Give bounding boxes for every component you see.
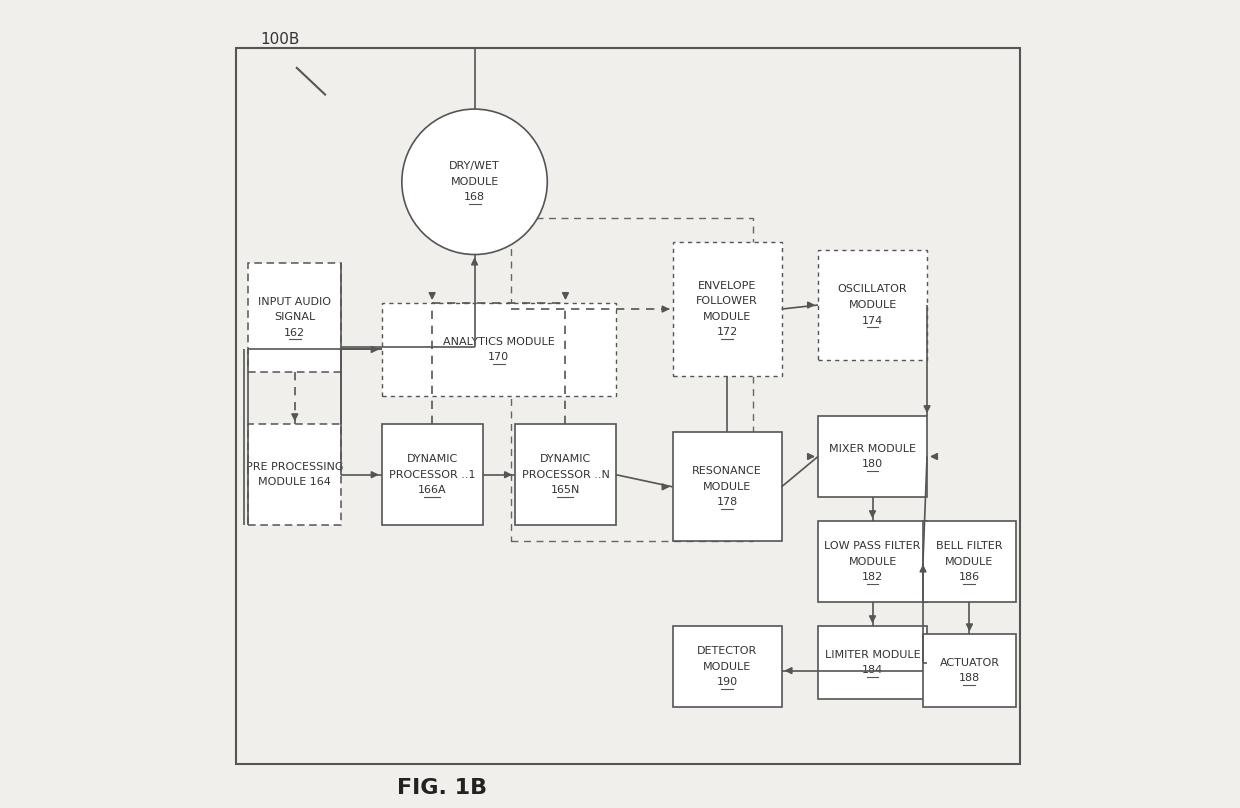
- Text: LOW PASS FILTER: LOW PASS FILTER: [825, 541, 920, 551]
- Circle shape: [402, 109, 547, 255]
- Text: MODULE: MODULE: [703, 662, 751, 671]
- FancyBboxPatch shape: [672, 432, 781, 541]
- Text: 172: 172: [717, 327, 738, 338]
- FancyBboxPatch shape: [923, 521, 1016, 602]
- Text: ANALYTICS MODULE: ANALYTICS MODULE: [443, 337, 554, 347]
- Text: MODULE: MODULE: [945, 557, 993, 566]
- Text: MODULE: MODULE: [703, 482, 751, 492]
- Text: MODULE 164: MODULE 164: [258, 478, 331, 487]
- FancyBboxPatch shape: [515, 424, 616, 525]
- Text: 182: 182: [862, 572, 883, 582]
- Text: 178: 178: [717, 498, 738, 507]
- Text: MODULE: MODULE: [848, 557, 897, 566]
- FancyBboxPatch shape: [672, 242, 781, 376]
- Text: PROCESSOR ..1: PROCESSOR ..1: [389, 469, 475, 480]
- FancyBboxPatch shape: [382, 303, 616, 396]
- FancyBboxPatch shape: [818, 250, 928, 360]
- Text: DYNAMIC: DYNAMIC: [407, 454, 458, 464]
- Text: 162: 162: [284, 328, 305, 338]
- FancyBboxPatch shape: [248, 263, 341, 372]
- Text: BELL FILTER: BELL FILTER: [936, 541, 1003, 551]
- Text: 180: 180: [862, 459, 883, 469]
- Text: DETECTOR: DETECTOR: [697, 646, 758, 656]
- Text: 166A: 166A: [418, 486, 446, 495]
- FancyBboxPatch shape: [382, 424, 482, 525]
- Text: FIG. 1B: FIG. 1B: [397, 778, 487, 797]
- Text: 100B: 100B: [260, 32, 300, 48]
- Text: 174: 174: [862, 316, 883, 326]
- FancyBboxPatch shape: [818, 626, 928, 699]
- Text: FOLLOWER: FOLLOWER: [696, 297, 758, 306]
- Text: 165N: 165N: [551, 486, 580, 495]
- FancyBboxPatch shape: [672, 626, 781, 707]
- Text: MODULE: MODULE: [848, 300, 897, 310]
- Text: DRY/WET: DRY/WET: [449, 162, 500, 171]
- Text: 168: 168: [464, 192, 485, 202]
- Text: 186: 186: [959, 572, 980, 582]
- FancyBboxPatch shape: [923, 634, 1016, 707]
- Text: ACTUATOR: ACTUATOR: [940, 658, 999, 668]
- Text: 190: 190: [717, 677, 738, 687]
- Text: SIGNAL: SIGNAL: [274, 312, 315, 322]
- Text: DYNAMIC: DYNAMIC: [539, 454, 591, 464]
- Text: PROCESSOR ..N: PROCESSOR ..N: [522, 469, 609, 480]
- Text: INPUT AUDIO: INPUT AUDIO: [258, 297, 331, 306]
- Text: 170: 170: [489, 352, 510, 362]
- FancyBboxPatch shape: [248, 424, 341, 525]
- Text: RESONANCE: RESONANCE: [692, 466, 761, 476]
- Text: 188: 188: [959, 673, 980, 684]
- Text: 184: 184: [862, 665, 883, 675]
- Text: PRE PROCESSING: PRE PROCESSING: [246, 462, 343, 472]
- FancyBboxPatch shape: [818, 416, 928, 497]
- Text: ENVELOPE: ENVELOPE: [698, 280, 756, 291]
- FancyBboxPatch shape: [818, 521, 928, 602]
- Text: MIXER MODULE: MIXER MODULE: [830, 444, 916, 454]
- Text: MODULE: MODULE: [703, 312, 751, 322]
- Text: OSCILLATOR: OSCILLATOR: [838, 284, 908, 294]
- Text: LIMITER MODULE: LIMITER MODULE: [825, 650, 920, 660]
- Text: MODULE: MODULE: [450, 177, 498, 187]
